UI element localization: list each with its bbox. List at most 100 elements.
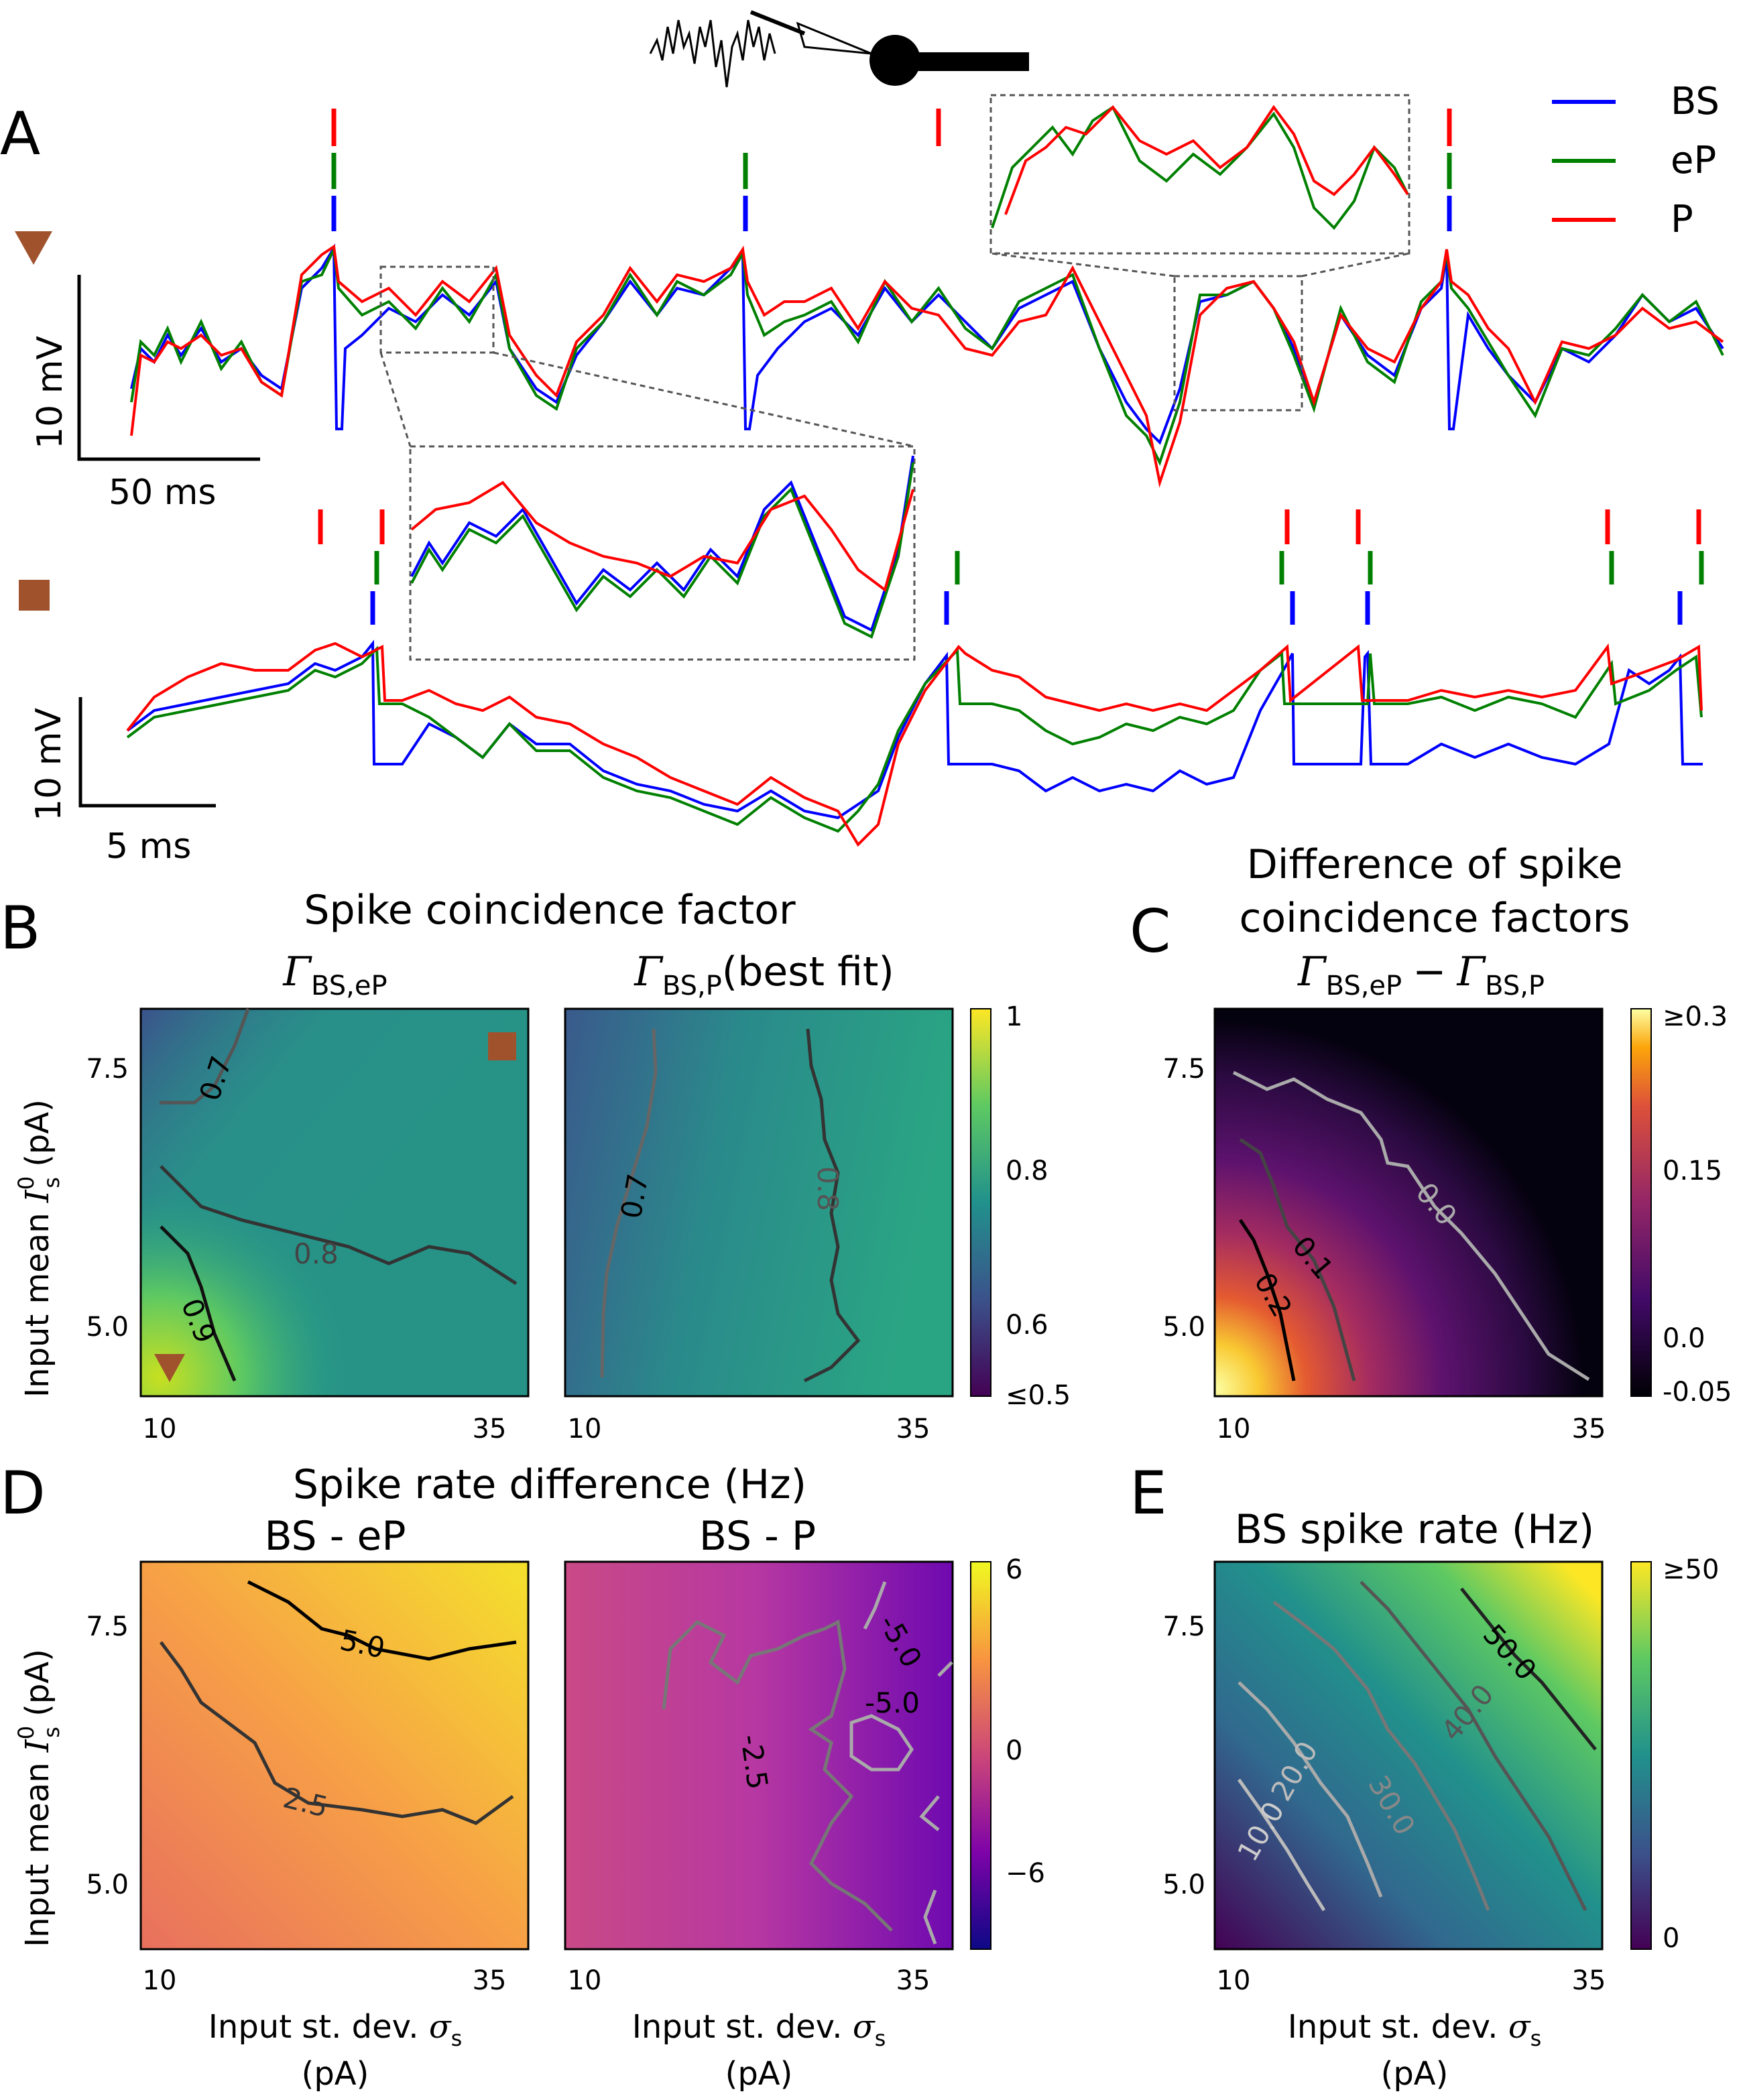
contours-d-right bbox=[662, 1581, 953, 1944]
top-spike-ticks bbox=[331, 109, 1452, 231]
heatmap-c bbox=[1215, 1009, 1602, 1396]
xtick-b-right-35: 35 bbox=[896, 1414, 930, 1444]
legend-label-p: P bbox=[1671, 198, 1693, 241]
panel-b-subtitle-right: ΓBS,P(best fit) bbox=[634, 948, 894, 1001]
top-trace-ep bbox=[130, 244, 1724, 467]
triangle-marker bbox=[15, 231, 52, 265]
top-trace-p bbox=[130, 244, 1724, 488]
frame-b-right bbox=[564, 1007, 954, 1398]
ytick-d-50: 5.0 bbox=[86, 1869, 129, 1900]
panel-c: C Difference of spike coincidence factor… bbox=[1130, 841, 1732, 1444]
colorbar-d bbox=[970, 1561, 991, 1950]
ytick-c-75: 7.5 bbox=[1162, 1054, 1205, 1085]
colorbar-e-tick-0: 0 bbox=[1663, 1923, 1679, 1954]
colorbar-d-tick-0: 0 bbox=[1006, 1735, 1022, 1766]
panel-b-subtitle-left: ΓBS,eP bbox=[282, 948, 387, 1001]
bottom-scale-bar: 10 mV 5 ms bbox=[29, 697, 216, 867]
bottom-spike-ticks bbox=[318, 509, 1704, 625]
xtick-d-right-35: 35 bbox=[896, 1965, 930, 1996]
panel-e-title: BS spike rate (Hz) bbox=[1235, 1506, 1594, 1553]
bottom-trace-ep bbox=[126, 645, 1703, 833]
panel-e-letter: E bbox=[1130, 1459, 1167, 1528]
ytick-b-50: 5.0 bbox=[86, 1312, 129, 1343]
input-noise-trace bbox=[649, 19, 776, 88]
xtick-b-right-10: 10 bbox=[568, 1414, 602, 1444]
xtick-d-right-10: 10 bbox=[568, 1965, 602, 1996]
ytick-e-75: 7.5 bbox=[1162, 1611, 1205, 1642]
panel-c-title-2: coincidence factors bbox=[1239, 895, 1630, 942]
panel-a-letter: A bbox=[0, 99, 40, 168]
contours-b-right bbox=[600, 1028, 861, 1383]
ylabel-d: Input mean I0s (pA) bbox=[13, 1649, 64, 1947]
xtick-c-10: 10 bbox=[1217, 1414, 1251, 1444]
electrode-tip bbox=[796, 21, 872, 55]
xtick-c-35: 35 bbox=[1572, 1414, 1606, 1444]
panel-b: B Spike coincidence factor ΓBS,eP ΓBS,P(… bbox=[0, 887, 1071, 1411]
zoom-boxes bbox=[379, 94, 1410, 661]
legend-label-bs: BS bbox=[1671, 80, 1720, 123]
contour-label-b-left-08: 0.8 bbox=[294, 1237, 339, 1270]
panel-c-subtitle: ΓBS,eP − ΓBS,P bbox=[1297, 948, 1545, 1001]
top-trace-bs bbox=[130, 243, 1724, 445]
inset-top-traces bbox=[991, 105, 1409, 231]
panel-d-subtitle-left: BS - eP bbox=[264, 1513, 406, 1560]
heatmap-b-left-glow bbox=[141, 1009, 528, 1396]
frame-c bbox=[1213, 1007, 1604, 1398]
colorbar-b-tick-06: 0.6 bbox=[1006, 1310, 1048, 1341]
frame-b-left bbox=[139, 1007, 530, 1398]
bottom-scale-v: 10 mV bbox=[29, 708, 69, 821]
neuron-soma bbox=[869, 35, 920, 86]
top-scale-bar: 10 mV 50 ms bbox=[30, 275, 260, 513]
frame-d-left bbox=[139, 1560, 530, 1951]
ytick-e-50: 5.0 bbox=[1162, 1869, 1205, 1900]
triangle-marker-b bbox=[154, 1354, 185, 1382]
xlabel-d-right-unit: (pA) bbox=[725, 2055, 793, 2093]
xtick-b-left-10: 10 bbox=[143, 1414, 177, 1444]
colorbar-b-tick-1: 1 bbox=[1006, 1001, 1022, 1032]
square-marker-b bbox=[488, 1032, 516, 1060]
frame-e bbox=[1213, 1560, 1604, 1951]
legend: BS eP P bbox=[1552, 80, 1720, 241]
panel-a: A BS eP P 10 mV 50 ms bbox=[0, 10, 1724, 867]
ytick-b-75: 7.5 bbox=[86, 1054, 129, 1085]
xlabel-e: Input st. dev. σs bbox=[1288, 2008, 1542, 2051]
ytick-c-50: 5.0 bbox=[1162, 1312, 1205, 1343]
bottom-scale-t: 5 ms bbox=[106, 826, 191, 867]
colorbar-b bbox=[970, 1008, 991, 1397]
inset-bottom-traces bbox=[410, 455, 914, 639]
top-scale-v: 10 mV bbox=[30, 336, 70, 449]
xtick-e-35: 35 bbox=[1572, 1965, 1606, 1996]
heatmap-d-left bbox=[141, 1562, 528, 1949]
colorbar-c-tick-015: 0.15 bbox=[1663, 1156, 1722, 1186]
xtick-b-left-35: 35 bbox=[473, 1414, 507, 1444]
colorbar-d-tick-6: 6 bbox=[1006, 1554, 1022, 1585]
neuron-schematic bbox=[649, 10, 1029, 88]
ytick-d-75: 7.5 bbox=[86, 1611, 129, 1642]
top-traces bbox=[130, 243, 1724, 488]
electrode-line bbox=[749, 10, 806, 36]
colorbar-c bbox=[1630, 1008, 1652, 1397]
panel-b-letter: B bbox=[0, 893, 40, 963]
contour-label-b-right-07: 0.7 bbox=[615, 1171, 655, 1221]
panel-d: D Spike rate difference (Hz) BS - eP BS … bbox=[0, 1459, 1045, 2093]
panel-d-title: Spike rate difference (Hz) bbox=[293, 1461, 806, 1508]
bottom-trace-p bbox=[126, 641, 1703, 847]
legend-label-ep: eP bbox=[1671, 139, 1716, 182]
contour-label-d-right-b: -5.0 bbox=[865, 1686, 920, 1719]
axes-row-b: 7.5 5.0 10 35 10 35 Input mean I0s (pA) bbox=[13, 1054, 930, 1444]
xtick-d-left-35: 35 bbox=[473, 1965, 507, 1996]
panel-c-title-1: Difference of spike bbox=[1247, 841, 1623, 888]
panel-d-subtitle-right: BS - P bbox=[699, 1513, 816, 1560]
colorbar-c-tick-00: 0.0 bbox=[1663, 1323, 1705, 1354]
contour-label-d-right-c: -2.5 bbox=[734, 1733, 774, 1792]
square-marker bbox=[19, 580, 50, 611]
contours-b-left bbox=[160, 1008, 518, 1381]
colorbar-d-tick-n6: −6 bbox=[1006, 1858, 1045, 1889]
colorbar-e bbox=[1630, 1561, 1652, 1950]
panel-b-title: Spike coincidence factor bbox=[304, 887, 796, 934]
neuron-dendrite bbox=[915, 52, 1029, 71]
colorbar-e-tick-50: ≥50 bbox=[1663, 1554, 1719, 1585]
panel-d-letter: D bbox=[0, 1459, 46, 1528]
colorbar-b-tick-08: 0.8 bbox=[1006, 1156, 1048, 1186]
